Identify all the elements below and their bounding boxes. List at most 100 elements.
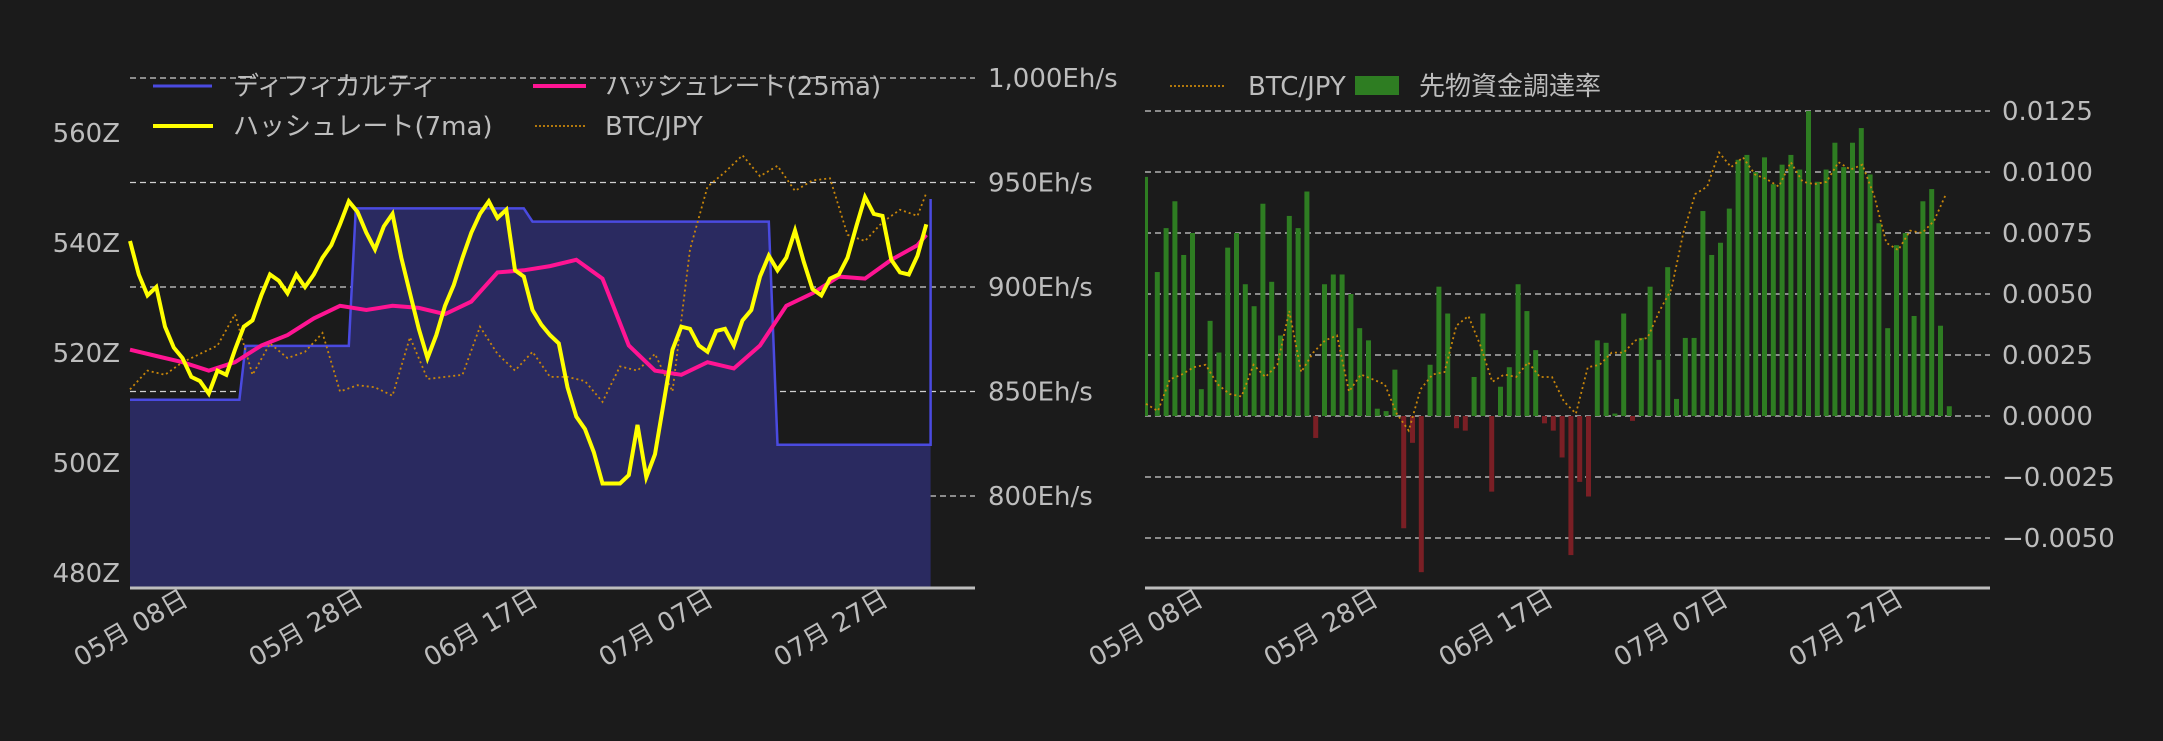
y-tick-label: 0.0100 — [2002, 158, 2093, 188]
funding-rate-bar — [1762, 157, 1767, 417]
legend-btc-label-right: BTC/JPY — [1248, 72, 1346, 102]
x-tick-label: 05月 28日 — [1259, 584, 1383, 673]
funding-rate-bar — [1410, 416, 1415, 443]
y-tick-label: 500Z — [53, 449, 120, 479]
funding-rate-bar — [1225, 247, 1231, 416]
left-x-axis-ticks: 05月 08日 05月 28日 06月 17日 07月 07日 07月 27日 — [69, 584, 893, 673]
y-tick-label: −0.0050 — [2002, 524, 2115, 554]
funding-rate-bar — [1753, 172, 1759, 416]
legend-hashrate25-label: ハッシュレート(25ma) — [605, 72, 881, 102]
funding-rate-bar — [1383, 411, 1389, 416]
funding-rate-bar — [1286, 215, 1292, 416]
funding-rate-bar — [1665, 267, 1671, 416]
y-tick-label: 480Z — [53, 559, 120, 589]
y-tick-label: 0.0125 — [2002, 97, 2093, 127]
funding-rate-bar — [1920, 201, 1926, 416]
funding-rate-bar — [1498, 386, 1503, 416]
hashrate-7ma-line — [128, 191, 929, 486]
funding-rate-bars — [1145, 111, 1952, 573]
funding-rate-bar — [1894, 245, 1899, 416]
funding-rate-bar — [1348, 294, 1354, 416]
funding-rate-bar — [1691, 337, 1697, 416]
funding-rate-bar — [1832, 142, 1838, 416]
funding-rate-bar — [1542, 416, 1547, 424]
funding-rate-bar — [1251, 306, 1257, 416]
funding-rate-bar — [1181, 254, 1187, 416]
x-tick-label: 06月 17日 — [1434, 584, 1558, 673]
right-y-axis-ticks: −0.0050 −0.0025 0.0000 0.0025 0.0050 0.0075 0.… — [2002, 97, 2115, 554]
y-tick-label: 800Eh/s — [988, 482, 1093, 512]
funding-rate-bar — [1533, 350, 1539, 416]
funding-rate-chart: −0.0050 −0.0025 0.0000 0.0025 0.0050 0.0075 0.… — [1084, 72, 2115, 673]
funding-rate-bar — [1814, 181, 1820, 416]
legend-funding-swatch — [1355, 76, 1399, 95]
funding-rate-bar — [1172, 201, 1178, 416]
funding-rate-bar — [1471, 376, 1477, 416]
y-tick-label: 1,000Eh/s — [988, 64, 1118, 94]
funding-rate-bar — [1726, 208, 1732, 416]
funding-rate-bar — [1586, 416, 1591, 497]
funding-rate-bar — [1427, 364, 1433, 416]
funding-rate-bar — [1339, 274, 1345, 416]
funding-rate-bar — [1946, 406, 1952, 416]
funding-rate-bar — [1823, 169, 1829, 416]
funding-rate-bar — [1489, 416, 1495, 492]
funding-rate-bar — [1718, 242, 1723, 416]
funding-rate-bar — [1568, 416, 1574, 556]
y-tick-label: 540Z — [53, 229, 120, 259]
right-legend: BTC/JPY 先物資金調達率 — [1170, 72, 1601, 102]
funding-rate-bar — [1559, 416, 1565, 458]
legend-difficulty-label: ディフィカルティ — [233, 72, 437, 102]
funding-rate-bar — [1770, 184, 1776, 416]
funding-rate-bar — [1418, 416, 1424, 573]
x-tick-label: 05月 28日 — [244, 584, 368, 673]
funding-rate-bar — [1911, 315, 1917, 416]
y-tick-label: 0.0025 — [2002, 341, 2093, 371]
funding-rate-bar — [1779, 164, 1785, 416]
funding-rate-bar — [1374, 408, 1380, 416]
funding-rate-bar — [1234, 233, 1239, 416]
legend-funding-label: 先物資金調達率 — [1419, 72, 1601, 102]
x-tick-label: 07月 27日 — [769, 584, 893, 673]
funding-rate-bar — [1858, 128, 1864, 416]
funding-rate-bar — [1674, 398, 1679, 416]
legend-hashrate7-label: ハッシュレート(7ma) — [233, 112, 493, 142]
funding-rate-bar — [1260, 203, 1266, 416]
y-tick-label: −0.0025 — [2002, 463, 2115, 493]
y-tick-label: 900Eh/s — [988, 273, 1093, 303]
difficulty-area — [130, 199, 931, 587]
funding-rate-bar — [1392, 369, 1398, 416]
funding-rate-bar — [1647, 286, 1653, 416]
x-tick-label: 07月 07日 — [1609, 584, 1733, 673]
funding-rate-bar — [1744, 154, 1750, 417]
funding-rate-bar — [1454, 416, 1459, 429]
funding-rate-bar — [1638, 337, 1644, 416]
funding-rate-bar — [1480, 313, 1486, 416]
funding-rate-bar — [1621, 313, 1627, 416]
funding-rate-bar — [1313, 416, 1319, 438]
funding-rate-bar — [1198, 389, 1204, 416]
funding-rate-bar — [1154, 272, 1160, 416]
funding-rate-bar — [1524, 311, 1530, 416]
funding-rate-bar — [1850, 142, 1855, 416]
funding-rate-bar — [1938, 325, 1943, 416]
right-gridlines — [1145, 110, 1990, 539]
funding-rate-bar — [1929, 189, 1935, 416]
funding-rate-bar — [1242, 284, 1248, 416]
x-tick-label: 05月 08日 — [69, 584, 193, 673]
funding-rate-bar — [1902, 233, 1908, 416]
funding-rate-bar — [1876, 223, 1882, 416]
funding-rate-bar — [1788, 154, 1794, 417]
y-tick-label: 0.0000 — [2002, 402, 2093, 432]
funding-rate-bar — [1550, 416, 1556, 431]
funding-rate-bar — [1506, 367, 1512, 416]
x-tick-label: 05月 08日 — [1084, 584, 1208, 673]
funding-rate-bar — [1330, 274, 1336, 416]
funding-rate-bar — [1594, 340, 1600, 416]
funding-rate-bar — [1797, 169, 1803, 416]
right-x-axis-ticks: 05月 08日 05月 28日 06月 17日 07月 07日 07月 27日 — [1084, 584, 1908, 673]
x-tick-label: 07月 27日 — [1784, 584, 1908, 673]
funding-rate-bar — [1163, 228, 1169, 416]
funding-rate-bar — [1207, 320, 1213, 416]
funding-rate-bar — [1612, 413, 1618, 416]
